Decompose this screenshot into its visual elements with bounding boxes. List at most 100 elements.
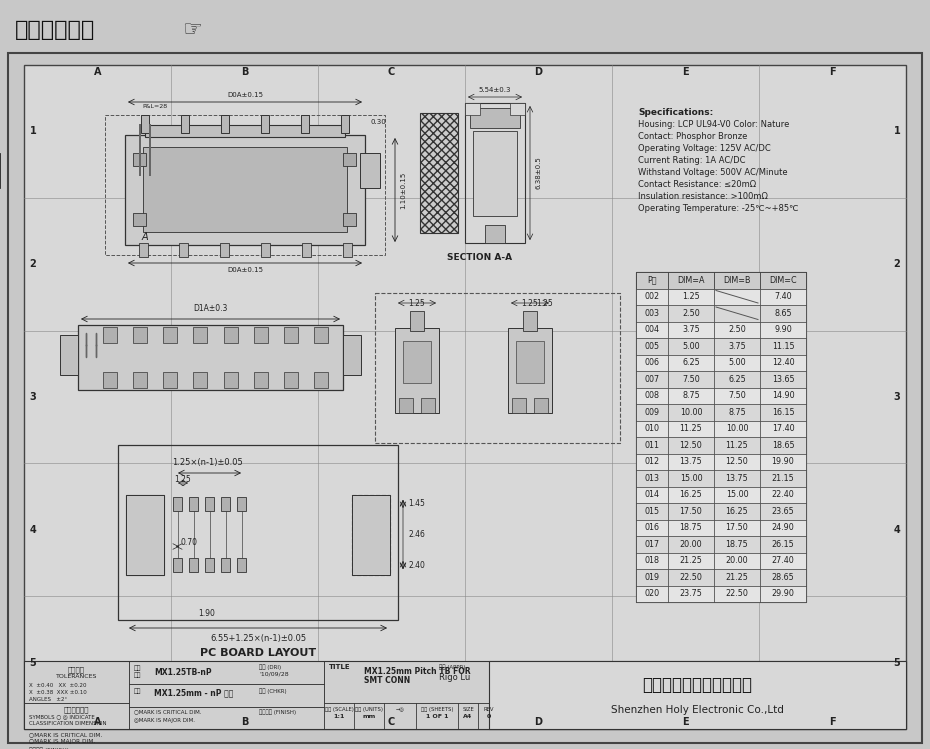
Bar bbox=[714, 354, 760, 371]
Bar bbox=[714, 305, 760, 321]
Text: 013: 013 bbox=[644, 474, 659, 483]
Bar bbox=[668, 503, 714, 520]
Bar bbox=[193, 372, 207, 388]
Bar bbox=[205, 558, 214, 572]
Text: 在线图纸下载: 在线图纸下载 bbox=[15, 20, 95, 40]
Bar bbox=[261, 115, 269, 133]
Text: 6.25: 6.25 bbox=[728, 374, 746, 383]
Bar bbox=[636, 553, 668, 569]
Bar bbox=[237, 558, 246, 572]
Text: REV: REV bbox=[484, 707, 494, 712]
Text: 12.40: 12.40 bbox=[772, 358, 794, 367]
Bar bbox=[714, 272, 760, 288]
Bar bbox=[352, 495, 390, 575]
Text: 3.75: 3.75 bbox=[728, 342, 746, 351]
Bar bbox=[352, 495, 390, 575]
Text: 2: 2 bbox=[894, 259, 900, 269]
Text: 23.75: 23.75 bbox=[680, 589, 702, 598]
Text: 13.75: 13.75 bbox=[680, 457, 702, 466]
Text: 4: 4 bbox=[894, 525, 900, 535]
Text: 1.10±0.15: 1.10±0.15 bbox=[400, 172, 406, 209]
Bar bbox=[343, 335, 361, 375]
Text: 5.54±0.3: 5.54±0.3 bbox=[479, 87, 512, 93]
Text: 15.00: 15.00 bbox=[680, 474, 702, 483]
Bar bbox=[284, 327, 298, 343]
Text: Housing: LCP UL94-V0 Color: Nature: Housing: LCP UL94-V0 Color: Nature bbox=[638, 120, 790, 129]
Bar bbox=[668, 569, 714, 586]
Text: 009: 009 bbox=[644, 407, 659, 416]
Bar bbox=[410, 311, 424, 331]
Bar bbox=[668, 387, 714, 404]
Text: CLASSIFICATION DIMENSION: CLASSIFICATION DIMENSION bbox=[29, 721, 107, 727]
Bar bbox=[668, 553, 714, 569]
Text: 品名: 品名 bbox=[134, 688, 141, 694]
Text: 19.90: 19.90 bbox=[772, 457, 794, 466]
Text: 检验尺寸标准: 检验尺寸标准 bbox=[64, 706, 89, 713]
Text: MX1.25mm Pitch TB FOR: MX1.25mm Pitch TB FOR bbox=[364, 667, 471, 676]
Text: 1.25×(n-1)±0.05: 1.25×(n-1)±0.05 bbox=[172, 458, 243, 467]
Bar bbox=[760, 404, 806, 420]
Text: 15.00: 15.00 bbox=[725, 491, 749, 500]
Text: SECTION A-A: SECTION A-A bbox=[447, 253, 512, 262]
Text: 6.55+1.25×(n-1)±0.05: 6.55+1.25×(n-1)±0.05 bbox=[210, 634, 306, 643]
Text: 2.40: 2.40 bbox=[408, 560, 425, 569]
Text: 23.65: 23.65 bbox=[772, 507, 794, 516]
Bar bbox=[129, 684, 324, 706]
Text: 017: 017 bbox=[644, 540, 659, 549]
Bar bbox=[636, 338, 668, 354]
Text: D: D bbox=[535, 717, 542, 727]
Text: 018: 018 bbox=[644, 557, 659, 565]
Text: ○MARK IS MAJOR DIM.: ○MARK IS MAJOR DIM. bbox=[29, 739, 95, 744]
Bar bbox=[668, 371, 714, 387]
Text: 9.90: 9.90 bbox=[774, 325, 791, 334]
Bar bbox=[668, 586, 714, 602]
Text: Shenzhen Holy Electronic Co.,Ltd: Shenzhen Holy Electronic Co.,Ltd bbox=[611, 705, 784, 715]
Bar bbox=[760, 272, 806, 288]
Bar bbox=[760, 569, 806, 586]
Text: 0: 0 bbox=[486, 714, 491, 719]
Bar bbox=[760, 553, 806, 569]
Text: P数: P数 bbox=[647, 276, 657, 285]
Text: 16.25: 16.25 bbox=[680, 491, 702, 500]
Bar bbox=[760, 453, 806, 470]
Bar bbox=[636, 470, 668, 487]
Text: 010: 010 bbox=[644, 424, 659, 433]
Text: 18.75: 18.75 bbox=[680, 524, 702, 533]
Text: 5: 5 bbox=[894, 658, 900, 667]
Text: X  ±0.40   XX  ±0.20: X ±0.40 XX ±0.20 bbox=[29, 683, 86, 688]
Bar bbox=[458, 703, 478, 729]
Bar bbox=[714, 487, 760, 503]
Text: 10.00: 10.00 bbox=[725, 424, 749, 433]
Bar bbox=[714, 503, 760, 520]
Text: 1 OF 1: 1 OF 1 bbox=[426, 714, 448, 719]
Bar bbox=[668, 453, 714, 470]
Text: 14.90: 14.90 bbox=[772, 391, 794, 400]
Bar bbox=[760, 371, 806, 387]
Bar bbox=[636, 404, 668, 420]
Bar bbox=[103, 327, 117, 343]
Bar bbox=[261, 243, 270, 257]
Bar bbox=[636, 437, 668, 453]
Bar bbox=[220, 243, 229, 257]
Bar bbox=[343, 153, 356, 166]
Text: 26.15: 26.15 bbox=[772, 540, 794, 549]
Text: 13.75: 13.75 bbox=[725, 474, 749, 483]
Text: '10/09/28: '10/09/28 bbox=[259, 671, 288, 676]
Text: 6.38±0.5: 6.38±0.5 bbox=[535, 157, 541, 189]
Text: 1.25: 1.25 bbox=[175, 475, 192, 484]
Text: ○MARK IS CRITICAL DIM.: ○MARK IS CRITICAL DIM. bbox=[29, 732, 102, 737]
Bar bbox=[516, 341, 544, 383]
Bar bbox=[375, 293, 620, 443]
Text: 21.25: 21.25 bbox=[725, 573, 749, 582]
Text: 2.50: 2.50 bbox=[682, 309, 700, 318]
Text: SMT CONN: SMT CONN bbox=[364, 676, 410, 685]
Bar bbox=[324, 703, 354, 729]
Bar bbox=[760, 586, 806, 602]
Text: 1.45: 1.45 bbox=[408, 500, 425, 509]
Text: DIM=B: DIM=B bbox=[724, 276, 751, 285]
Text: 单位 (UNITS): 单位 (UNITS) bbox=[355, 707, 383, 712]
Bar bbox=[760, 321, 806, 338]
Text: 3: 3 bbox=[30, 392, 36, 402]
Bar bbox=[237, 497, 246, 511]
Text: 6.25: 6.25 bbox=[682, 358, 700, 367]
